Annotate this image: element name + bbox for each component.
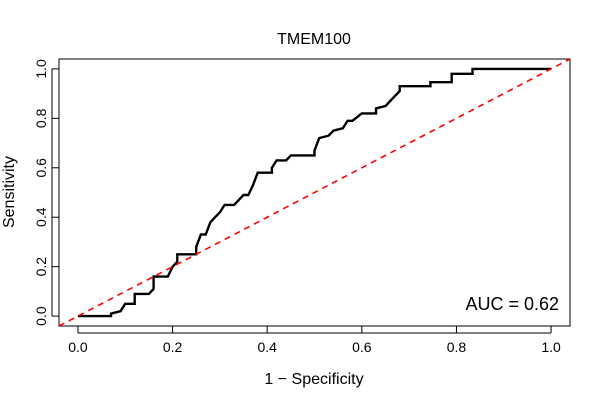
y-tick-label: 0.4 <box>33 207 49 227</box>
reference-diagonal-line <box>59 59 570 326</box>
y-tick-label: 1.0 <box>33 59 49 79</box>
x-tick-label: 0.4 <box>257 339 277 355</box>
y-tick-label: 0.6 <box>33 158 49 178</box>
chart-title: TMEM100 <box>277 31 351 48</box>
y-tick-label: 0.8 <box>33 108 49 128</box>
x-tick-label: 0.2 <box>163 339 183 355</box>
x-tick-label: 0.0 <box>68 339 88 355</box>
plot-frame <box>58 58 571 327</box>
roc-curve <box>77 67 552 318</box>
auc-annotation: AUC = 0.62 <box>465 294 559 314</box>
y-tick-label: 0.2 <box>33 257 49 277</box>
x-tick-label: 0.8 <box>447 339 467 355</box>
y-axis-label: Sensitivity <box>1 156 18 228</box>
x-axis-label: 1 − Specificity <box>264 371 363 388</box>
x-tick-label: 0.6 <box>352 339 372 355</box>
x-tick-label: 1.0 <box>541 339 561 355</box>
y-tick-label: 0.0 <box>33 306 49 326</box>
